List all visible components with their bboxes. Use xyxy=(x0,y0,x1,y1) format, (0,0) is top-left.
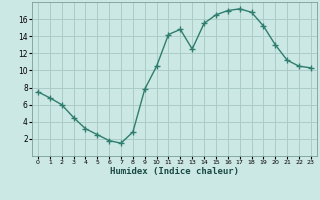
X-axis label: Humidex (Indice chaleur): Humidex (Indice chaleur) xyxy=(110,167,239,176)
